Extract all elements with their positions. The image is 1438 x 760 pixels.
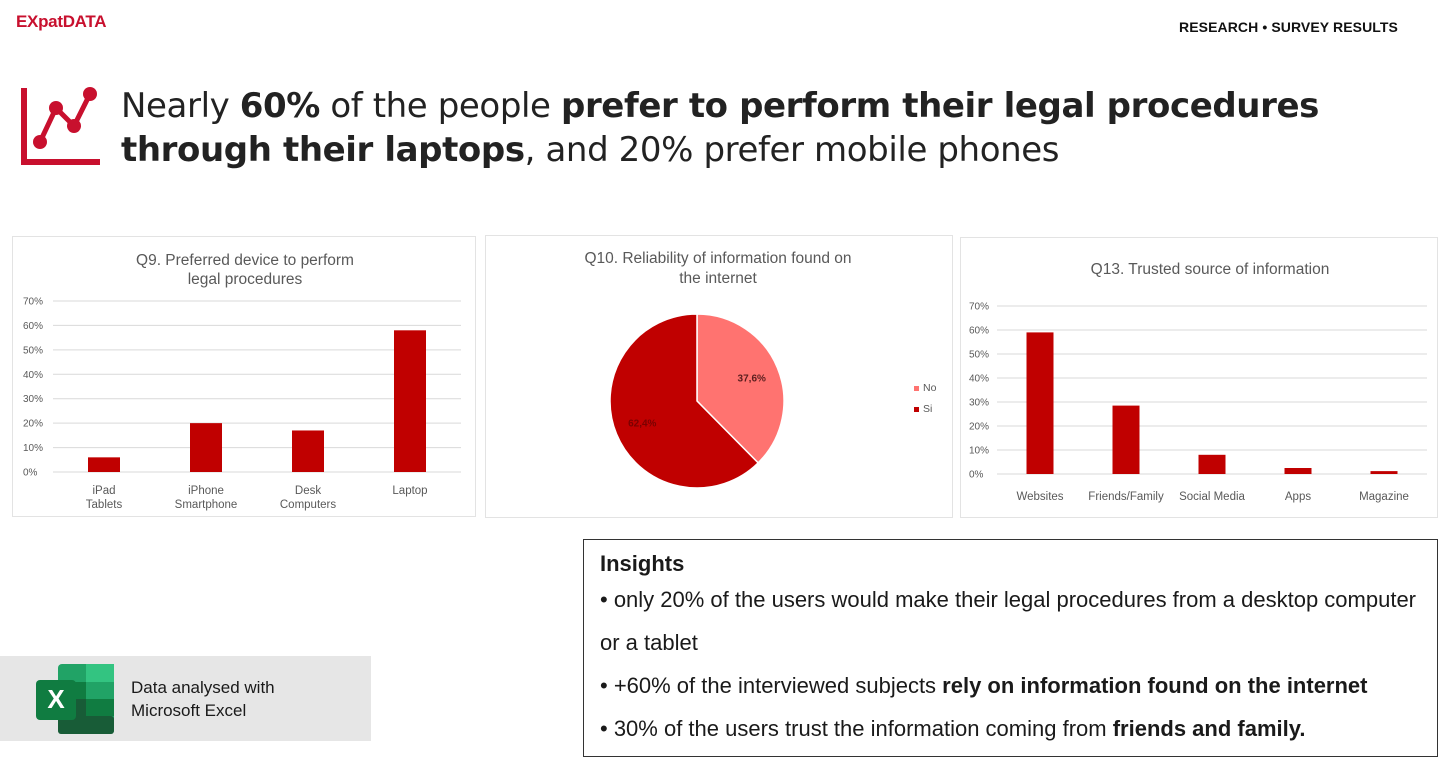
q13-bar (1284, 468, 1312, 474)
q13-category-label: Apps (1285, 491, 1311, 503)
bar-chart-q9: Q9. Preferred device to perform legal pro… (23, 252, 461, 511)
q10-legend-label: Si (923, 403, 932, 415)
q10-data-label: 62,4% (628, 418, 656, 429)
q13-ytick-label: 70% (969, 302, 989, 313)
insight-line-1: • only 20% of the users would make their… (600, 587, 1417, 655)
section-tag: RESEARCH • SURVEY RESULTS (1178, 19, 1398, 35)
q9-category-label: iPad (92, 485, 115, 497)
q10-pie-slice (609, 313, 760, 489)
q10-title-line: Q10. Reliability of information found on (584, 250, 851, 267)
q13-ytick-label: 10% (969, 446, 989, 457)
q9-title-line: legal procedures (188, 271, 303, 288)
svg-text:X: X (47, 684, 65, 714)
insight-line-3: • 30% of the users trust the information… (600, 716, 1306, 741)
q9-bar (292, 430, 324, 472)
q9-category-label: Smartphone (175, 499, 238, 511)
q13-category-label: Social Media (1179, 491, 1245, 503)
q9-title-line: Q9. Preferred device to perform (136, 252, 354, 269)
q13-bar (1026, 332, 1054, 474)
logo-pat: pat (38, 12, 63, 31)
q9-bar (190, 423, 222, 472)
bar-chart-q13: Q13. Trusted source of information 0% 10% 2… (969, 261, 1427, 503)
q13-category-label: Magazine (1359, 491, 1409, 503)
q9-category-label: Computers (280, 499, 336, 511)
q9-category-label: Desk (295, 485, 321, 497)
q10-legend-swatch (914, 386, 919, 391)
chart-q13-trusted-source: Q13. Trusted source of information 0% 10% 2… (960, 237, 1438, 518)
q13-bar (1370, 471, 1398, 474)
q10-legend-swatch (914, 407, 919, 412)
q13-ytick-label: 50% (969, 350, 989, 361)
q13-ytick-label: 60% (969, 326, 989, 337)
q9-ytick-label: 30% (23, 394, 43, 405)
q13-ytick-label: 40% (969, 374, 989, 385)
q10-title-line: the internet (679, 270, 757, 287)
pie-chart-q10: Q10. Reliability of information found on… (584, 250, 937, 489)
q9-ytick-label: 60% (23, 321, 43, 332)
q9-category-label: Laptop (392, 485, 427, 497)
expatdata-logo: EXpatDATA (16, 12, 106, 32)
q13-category-label: Websites (1016, 491, 1063, 503)
q13-title-line: Q13. Trusted source of information (1091, 261, 1330, 278)
excel-credit: X Data analysed with Microsoft Excel (0, 656, 371, 741)
q10-legend-label: No (923, 382, 937, 394)
excel-credit-text: Data analysed with Microsoft Excel (131, 678, 275, 720)
insights-box: Insights • only 20% of the users would m… (583, 539, 1438, 757)
q9-ytick-label: 40% (23, 370, 43, 381)
line-chart-icon (21, 87, 100, 165)
q13-ytick-label: 30% (969, 398, 989, 409)
q13-category-label: Friends/Family (1088, 491, 1164, 503)
q9-ytick-label: 50% (23, 345, 43, 356)
insight-line-2: • +60% of the interviewed subjects rely … (600, 673, 1368, 698)
excel-icon: X (36, 664, 114, 734)
q9-ytick-label: 0% (23, 468, 38, 479)
q13-bar (1198, 454, 1226, 474)
logo-ex: EX (16, 12, 39, 31)
q9-category-label: Tablets (86, 499, 123, 511)
q9-category-label: iPhone (188, 485, 224, 497)
q9-bar (88, 457, 120, 472)
page-title: Nearly 60% of the people prefer to perfo… (121, 86, 1319, 170)
q13-ytick-label: 0% (969, 470, 984, 481)
chart-q10-reliability: Q10. Reliability of information found on… (485, 235, 953, 518)
chart-q9-preferred-device: Q9. Preferred device to perform legal pro… (12, 236, 476, 517)
q9-ytick-label: 20% (23, 419, 43, 430)
q10-pie-slice (696, 313, 785, 464)
q9-ytick-label: 70% (23, 297, 43, 308)
q13-ytick-label: 20% (969, 422, 989, 433)
logo-data: DATA (62, 12, 107, 31)
insights-title: Insights (600, 551, 685, 576)
q10-data-label: 37,6% (738, 374, 766, 385)
q13-bar (1112, 405, 1140, 474)
q9-ytick-label: 10% (23, 443, 43, 454)
q9-bar (394, 330, 426, 472)
